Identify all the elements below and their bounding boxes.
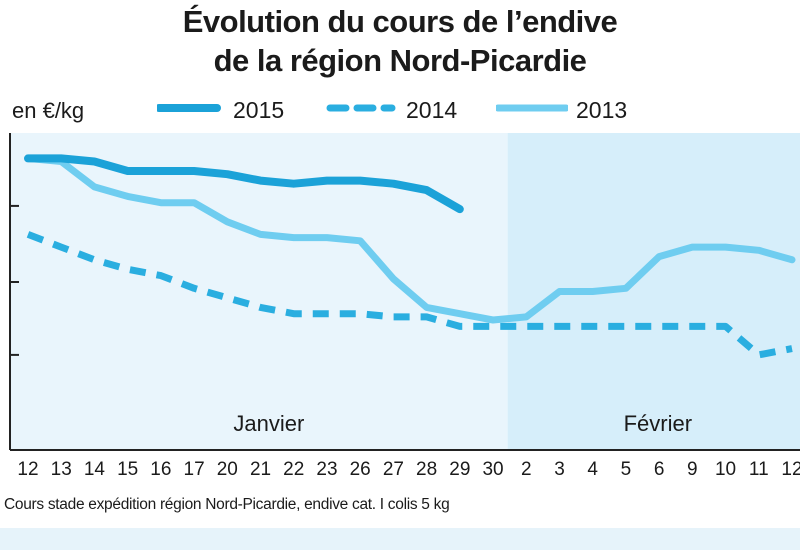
x-tick-label: 20	[217, 459, 238, 480]
x-tick-label: 16	[150, 459, 171, 480]
x-tick-label: 14	[84, 459, 106, 480]
x-tick-label: 26	[350, 459, 371, 480]
chart-title-line2: de la région Nord-Picardie	[213, 43, 587, 78]
x-tick-label: 15	[117, 459, 138, 480]
legend-item-2015: 2015	[157, 93, 297, 123]
x-tick-label: 12	[17, 459, 38, 480]
x-tick-label: 22	[283, 459, 304, 480]
month-label-0: Janvier	[233, 411, 304, 436]
chart-plot: 12 13 14 15 16 17 20 21 22 23 26 27 28 29 30 2 3 4 5 6 9 10 11…	[9, 133, 800, 480]
legend-swatch-2014	[326, 104, 396, 112]
month-label-1: Février	[624, 411, 692, 436]
y-axis-label: en €/kg	[12, 98, 85, 123]
background-february	[507, 133, 800, 450]
series-line-2014	[26, 231, 793, 359]
x-tick-label: 9	[687, 459, 698, 480]
legend-item-2014: 2014	[326, 93, 476, 123]
x-tick-label: 6	[654, 459, 665, 480]
x-tick-label: 4	[587, 459, 598, 480]
x-tick-label: 12	[781, 459, 800, 480]
x-tick-label: 28	[416, 459, 437, 480]
x-tick-label: 23	[316, 459, 337, 480]
legend-item-2013: 2013	[496, 93, 646, 123]
series-line-2015	[24, 154, 464, 214]
x-tick-label: 29	[449, 459, 470, 480]
x-tick-label: 30	[482, 459, 503, 480]
source-note: Cours stade expédition région Nord-Picar…	[4, 496, 450, 513]
x-tick-label: 21	[250, 459, 271, 480]
x-tick-label: 5	[621, 459, 632, 480]
x-tick-label: 27	[383, 459, 404, 480]
x-tick-label: 3	[554, 459, 565, 480]
legend-label-2015: 2015	[233, 97, 285, 123]
x-tick-label: 10	[715, 459, 736, 480]
legend-swatch-2015	[157, 104, 221, 112]
x-tick-label: 2	[521, 459, 532, 480]
footer-band	[0, 528, 800, 550]
legend-label-2014: 2014	[406, 97, 458, 123]
chart-title: Évolution du cours de l’endive de la rég…	[0, 2, 800, 80]
x-tick-label: 11	[749, 459, 769, 480]
legend-label-2013: 2013	[576, 97, 628, 123]
x-tick-label: 17	[184, 459, 205, 480]
series-line-2013	[24, 154, 796, 324]
legend-swatch-2013	[496, 104, 568, 112]
x-tick-label: 13	[51, 459, 72, 480]
chart-title-line1: Évolution du cours de l’endive	[182, 4, 618, 39]
